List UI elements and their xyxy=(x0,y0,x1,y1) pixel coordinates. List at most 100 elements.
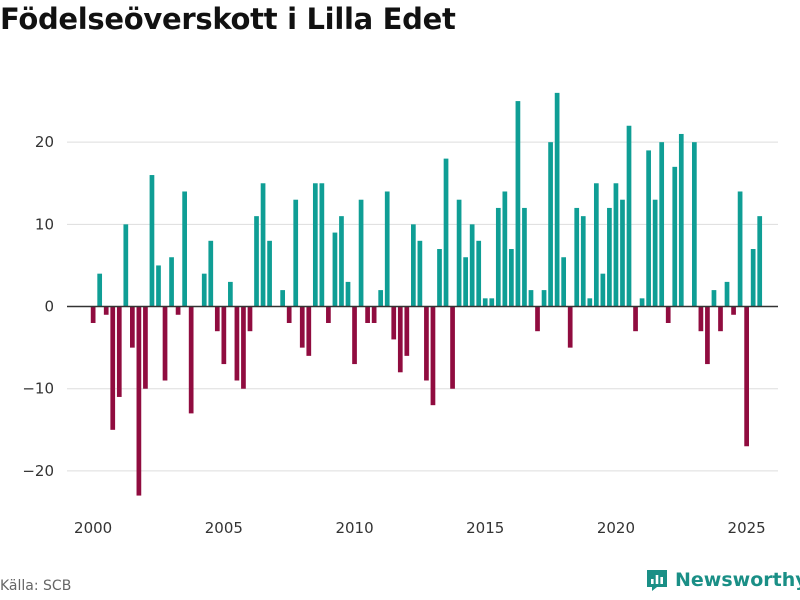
bar xyxy=(541,290,547,307)
bar xyxy=(443,158,449,307)
bar xyxy=(371,306,377,323)
bar xyxy=(332,232,338,307)
bar xyxy=(757,216,763,307)
bar xyxy=(397,306,403,373)
bar xyxy=(417,240,423,307)
y-tick-label: 20 xyxy=(35,133,54,151)
bar xyxy=(731,306,736,315)
bar xyxy=(456,199,462,307)
bar xyxy=(613,183,619,307)
bar xyxy=(306,306,312,356)
bar xyxy=(254,216,259,307)
bar xyxy=(208,240,214,307)
bar xyxy=(247,306,253,332)
bar xyxy=(378,290,384,307)
bar xyxy=(502,191,508,307)
bar xyxy=(593,183,599,307)
newsworthy-logo: Newsworthy xyxy=(645,568,800,592)
bar xyxy=(352,306,357,365)
bar xyxy=(312,183,318,307)
bar xyxy=(345,281,351,307)
bar xyxy=(437,249,442,307)
bar xyxy=(620,199,625,307)
bar xyxy=(162,306,168,381)
bar xyxy=(528,290,534,307)
bar xyxy=(509,249,514,307)
bar xyxy=(626,125,632,307)
bar xyxy=(123,224,129,307)
bar xyxy=(698,306,704,332)
bar xyxy=(326,306,331,323)
bar xyxy=(234,306,240,381)
x-tick-label: 2000 xyxy=(74,519,112,537)
y-tick-label: 10 xyxy=(35,215,54,233)
bar xyxy=(561,257,567,307)
bar xyxy=(136,306,142,496)
bar xyxy=(201,273,207,307)
bar xyxy=(404,306,410,356)
bar xyxy=(339,216,344,307)
bar xyxy=(522,207,527,307)
y-tick-label: 0 xyxy=(44,298,54,316)
bar xyxy=(482,298,488,307)
bar xyxy=(90,306,96,323)
bar xyxy=(358,199,364,307)
bar-chart: −20 −10 0 10 20 2000 2005 2010 2015 2020 2025 xyxy=(22,92,778,537)
y-tick-label: −10 xyxy=(22,380,54,398)
bar xyxy=(587,298,593,307)
bar xyxy=(450,306,455,389)
bar xyxy=(286,306,292,323)
bar xyxy=(188,306,194,414)
bar xyxy=(149,175,155,307)
bar xyxy=(711,290,717,307)
bar xyxy=(411,224,416,307)
bar xyxy=(574,207,580,307)
bar xyxy=(495,207,501,307)
y-tick-label: −20 xyxy=(22,462,54,480)
x-tick-label: 2015 xyxy=(466,519,504,537)
bar xyxy=(646,150,651,307)
x-tick-label: 2025 xyxy=(728,519,766,537)
bar xyxy=(535,306,540,332)
bar xyxy=(267,240,272,307)
bar xyxy=(705,306,710,365)
bar xyxy=(280,290,286,307)
bar xyxy=(652,199,658,307)
bar xyxy=(214,306,220,332)
bar xyxy=(169,257,174,307)
bar xyxy=(567,306,573,348)
bar xyxy=(110,306,116,430)
bar xyxy=(221,306,227,365)
bar xyxy=(175,306,181,315)
bar xyxy=(319,183,325,307)
bar xyxy=(241,306,246,389)
bar xyxy=(639,298,645,307)
bar xyxy=(554,92,560,307)
x-tick-label: 2010 xyxy=(335,519,373,537)
bar xyxy=(143,306,148,389)
bar xyxy=(672,166,678,307)
bar xyxy=(744,306,749,447)
bar xyxy=(469,224,475,307)
bar xyxy=(600,273,606,307)
bar xyxy=(633,306,638,332)
bar xyxy=(489,298,495,307)
bar xyxy=(384,191,390,307)
newsworthy-chart-icon xyxy=(647,570,667,591)
bar xyxy=(476,240,482,307)
bar xyxy=(103,306,109,315)
bar xyxy=(548,142,553,307)
bar xyxy=(718,306,723,332)
bar xyxy=(692,142,697,307)
brand-name: Newsworthy xyxy=(675,569,800,591)
page-title: Födelseöverskott i Lilla Edet xyxy=(0,2,456,36)
bar xyxy=(391,306,397,340)
bar xyxy=(724,281,730,307)
bar xyxy=(659,142,665,307)
bar xyxy=(260,183,266,307)
bar xyxy=(424,306,429,381)
bar xyxy=(678,133,684,307)
bar xyxy=(97,273,103,307)
bar xyxy=(750,249,756,307)
bar xyxy=(182,191,187,307)
